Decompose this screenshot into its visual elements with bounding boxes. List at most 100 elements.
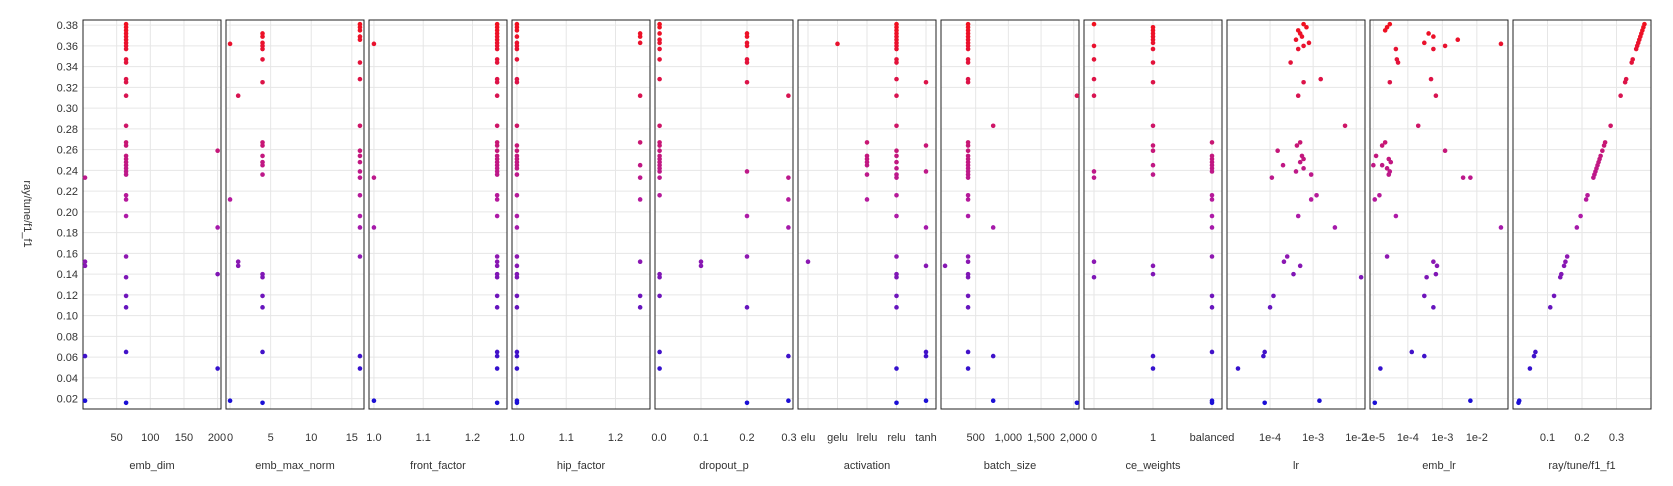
data-point [894,153,899,159]
y-tick-label: 0.20 [57,207,78,219]
panel-batch_size: 500 1,000 1,500 2,000 batch_size [940,19,1088,472]
data-point [260,46,265,52]
data-point [1585,193,1590,198]
x-tick-label: 1e-3 [1302,432,1324,444]
data-point [1304,24,1309,30]
data-point [357,225,363,230]
data-point [1630,57,1636,62]
data-point [965,193,971,198]
data-point [1387,21,1393,27]
data-point [1209,225,1215,230]
y-axis-title: ray/tune/f1_f1 [21,180,33,247]
data-point [923,263,929,269]
x-tick-label: 1e-4 [1397,432,1419,444]
data-point [82,259,88,264]
data-point [514,274,520,280]
data-point [657,143,662,148]
data-point [1295,46,1301,52]
data-point [1209,197,1215,202]
data-point [1301,43,1306,49]
data-point [657,57,662,62]
data-point [1297,140,1303,145]
data-point [1393,213,1399,219]
data-point [1358,274,1364,280]
data-point [1372,197,1378,202]
data-point [965,274,971,280]
data-point [215,225,220,230]
data-point [1295,93,1301,99]
data-point [744,79,750,85]
data-point [637,40,643,46]
data-point [227,398,233,404]
data-point [1150,60,1156,65]
x-tick-label: 200 [208,432,226,444]
data-point [1091,21,1097,27]
data-point [514,34,520,39]
y-tick-label: 0.14 [57,269,78,281]
x-tick-label: 100 [141,432,159,444]
data-point [1332,225,1338,230]
data-point [965,349,971,355]
data-point [965,143,971,148]
data-point [894,193,899,198]
data-point [494,254,500,259]
data-point [637,175,643,180]
data-point [1150,79,1156,85]
y-tick-label: 0.16 [57,248,78,260]
data-point [514,123,520,129]
data-point [1384,254,1390,259]
data-point [1091,175,1097,180]
y-tick-label: 0.06 [57,352,78,364]
data-point [637,34,643,39]
data-point [1275,148,1280,154]
data-point [1284,254,1290,259]
data-point [923,79,929,85]
y-tick-label: 0.28 [57,124,78,136]
data-point [1583,197,1589,202]
data-point [357,175,363,180]
data-point [1301,79,1306,85]
data-point [637,140,643,145]
data-point [1433,93,1439,99]
data-point [1261,353,1266,359]
data-point [864,197,870,202]
data-point [965,259,971,264]
data-point [1378,366,1383,371]
data-point [1598,153,1603,159]
data-point [1271,293,1276,299]
data-point [965,79,971,85]
data-point [514,172,520,177]
data-point [514,225,520,230]
data-point [123,172,129,177]
data-point [1431,259,1436,264]
data-point [1297,159,1303,165]
data-point [965,305,971,310]
x-axis-label: emb_dim [129,460,174,472]
data-point [123,197,129,202]
data-point [494,172,500,177]
data-point [1373,153,1379,159]
data-point [123,254,129,259]
x-tick-label: gelu [827,432,848,444]
x-tick-label: tanh [915,432,936,444]
data-point [657,366,662,371]
data-point [494,293,500,299]
data-point [260,293,265,299]
x-tick-label: 1e-3 [1431,432,1453,444]
data-point [1280,162,1286,168]
panel-frame [1369,19,1509,410]
data-point [657,193,662,198]
panel-frame [797,19,937,410]
data-point [1561,263,1567,269]
data-point [805,259,811,264]
data-point [894,213,899,219]
y-tick-label: 0.12 [57,290,78,302]
data-point [1209,400,1215,406]
data-point [1377,193,1382,198]
data-point [1564,254,1570,259]
y-tick-label: 0.02 [57,394,78,406]
data-point [1209,213,1215,219]
data-point [260,34,265,39]
data-point [494,193,500,198]
x-tick-label: 1,500 [1027,432,1055,444]
